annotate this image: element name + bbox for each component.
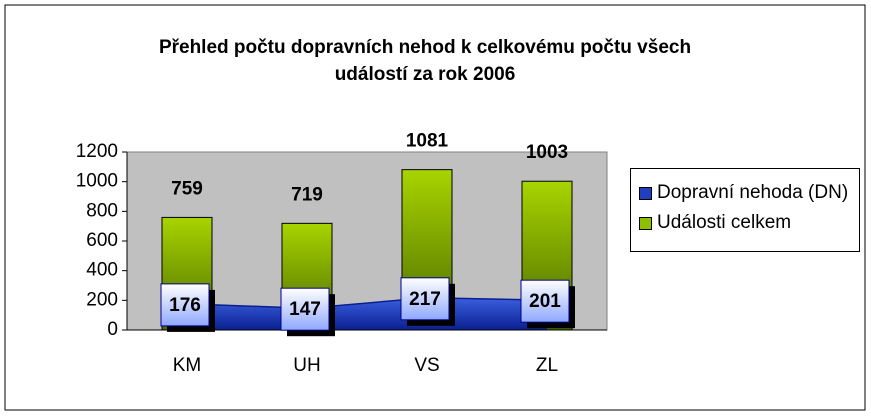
label-box (520, 279, 570, 323)
y-tick-label: 200 (86, 289, 118, 310)
label-box (160, 283, 210, 327)
area-value-label: 217 (409, 289, 441, 310)
bar-value-label: 1081 (406, 131, 449, 152)
y-tick-label: 1000 (76, 171, 118, 192)
legend-label: Události celkem (657, 212, 792, 233)
area-fill (187, 297, 547, 330)
chart-title: Přehled počtu dopravních nehod k celkové… (158, 37, 692, 85)
y-tick-label: 800 (86, 200, 118, 221)
legend-swatch (639, 187, 652, 200)
y-tick-label: 400 (86, 260, 118, 281)
label-box (280, 287, 330, 331)
legend-item: Dopravní nehoda (DN) (639, 181, 851, 205)
legend-item: Události celkem (639, 211, 851, 235)
legend: Dopravní nehoda (DN) Události celkem (630, 168, 860, 252)
y-tick-label: 600 (86, 230, 118, 251)
x-tick-label: ZL (536, 355, 558, 376)
legend-label: Dopravní nehoda (DN) (657, 182, 849, 203)
area-value-label: 176 (169, 295, 201, 316)
x-tick-label: KM (173, 355, 202, 376)
x-tick-label: UH (293, 355, 320, 376)
bar-value-label: 759 (171, 178, 203, 199)
area-line (186, 297, 548, 309)
y-tick-label: 1200 (76, 141, 118, 162)
legend-swatch (639, 217, 652, 230)
label-box (400, 277, 450, 321)
y-tick-label: 0 (107, 319, 118, 340)
area-value-label: 201 (529, 291, 561, 312)
bar-value-label: 1003 (526, 142, 568, 163)
area-value-label: 147 (289, 299, 321, 320)
x-tick-label: VS (414, 355, 439, 376)
bar-value-label: 719 (291, 184, 323, 205)
